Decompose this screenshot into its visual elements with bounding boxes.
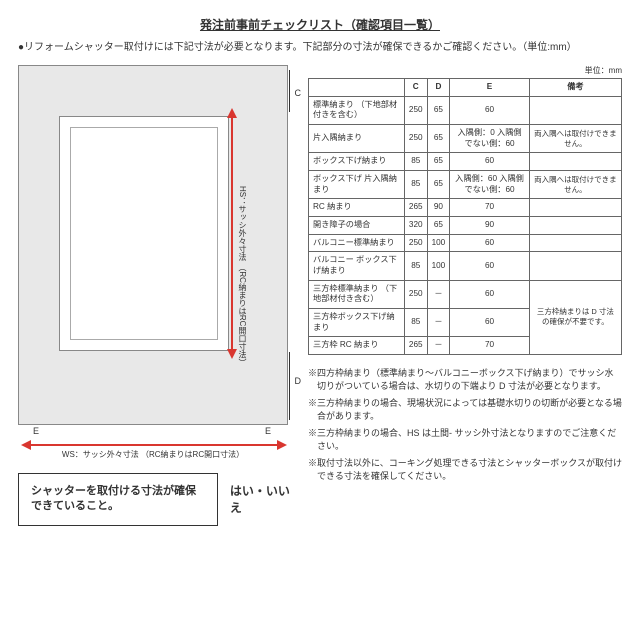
d-dim-line	[289, 352, 290, 420]
cell-d: 100	[427, 252, 450, 280]
cell-remark	[529, 199, 621, 217]
table-row: ボックス下げ納まり856560	[309, 153, 622, 171]
cell-e: 60	[450, 153, 530, 171]
cell-c: 250	[404, 234, 427, 252]
label-e-right: E	[265, 426, 271, 436]
cell-d: 65	[427, 153, 450, 171]
cell-remark: 両入隅へは取付けできません。	[529, 124, 621, 152]
th-blank	[309, 79, 405, 97]
note-line: ※取付寸法以外に、コーキング処理できる寸法とシャッターボックスが取付けできる寸法…	[308, 457, 622, 484]
cell-e: 入隅側：60 入隅側でない側：60	[450, 170, 530, 198]
vertical-dim-label: HS：サッシ外々寸法 （RC納まりはRC開口寸法）	[237, 186, 248, 366]
cell-c: 250	[404, 124, 427, 152]
note-line: ※三方枠納まりの場合、HS は土間- サッシ外寸法となりますのでご注意ください。	[308, 427, 622, 454]
row-label: 標準納まり （下地部材付きを含む）	[309, 96, 405, 124]
row-label: バルコニー標準納まり	[309, 234, 405, 252]
label-d: D	[295, 376, 302, 386]
th-e: E	[450, 79, 530, 97]
table-row: ボックス下げ 片入隅納まり8565入隅側：60 入隅側でない側：60両入隅へは取…	[309, 170, 622, 198]
cell-c: 250	[404, 96, 427, 124]
table-row: バルコニー標準納まり25010060	[309, 234, 622, 252]
row-label: 三方枠 RC 納まり	[309, 337, 405, 355]
window-outline	[59, 116, 229, 351]
cell-e: 60	[450, 308, 530, 336]
cell-e: 60	[450, 96, 530, 124]
row-label: ボックス下げ納まり	[309, 153, 405, 171]
cell-c: 250	[404, 280, 427, 308]
horizontal-dimension-arrow	[29, 444, 279, 446]
cell-c: 320	[404, 216, 427, 234]
cell-e: 70	[450, 337, 530, 355]
th-d: D	[427, 79, 450, 97]
cell-d: 100	[427, 234, 450, 252]
row-label: 開き障子の場合	[309, 216, 405, 234]
cell-remark	[529, 234, 621, 252]
yes-no-label: はい・いいえ	[230, 482, 298, 516]
vertical-dimension-arrow	[231, 116, 233, 351]
intro-text: ●リフォームシャッター取付けには下記寸法が必要となります。下記部分の寸法が確保で…	[18, 41, 622, 55]
cell-d: －	[427, 308, 450, 336]
row-label: バルコニー ボックス下げ納まり	[309, 252, 405, 280]
table-row: RC 納まり2659070	[309, 199, 622, 217]
cell-remark	[529, 153, 621, 171]
cell-e: 70	[450, 199, 530, 217]
horizontal-dim-label: WS：サッシ外々寸法 （RC納まりはRC開口寸法）	[19, 449, 287, 460]
label-c: C	[295, 88, 302, 98]
table-header-row: C D E 備考	[309, 79, 622, 97]
row-label: ボックス下げ 片入隅納まり	[309, 170, 405, 198]
cell-remark: 両入隅へは取付けできません。	[529, 170, 621, 198]
cell-e: 90	[450, 216, 530, 234]
cell-c: 85	[404, 308, 427, 336]
row-label: 片入隅納まり	[309, 124, 405, 152]
dimension-diagram: HS：サッシ外々寸法 （RC納まりはRC開口寸法） C D E E WS：サッシ…	[18, 65, 288, 425]
cell-d: 65	[427, 216, 450, 234]
cell-d: －	[427, 337, 450, 355]
window-inner	[70, 127, 218, 340]
label-e-left: E	[33, 426, 39, 436]
c-dim-line	[289, 70, 290, 112]
row-label: 三方枠ボックス下げ納まり	[309, 308, 405, 336]
check-statement: シャッターを取付ける寸法が確保できていること。	[18, 473, 218, 526]
cell-d: 65	[427, 170, 450, 198]
cell-d: －	[427, 280, 450, 308]
cell-c: 265	[404, 199, 427, 217]
table-row: 標準納まり （下地部材付きを含む）2506560	[309, 96, 622, 124]
cell-d: 65	[427, 96, 450, 124]
cell-remark	[529, 252, 621, 280]
cell-e: 60	[450, 252, 530, 280]
main-layout: HS：サッシ外々寸法 （RC納まりはRC開口寸法） C D E E WS：サッシ…	[18, 65, 622, 526]
row-label: RC 納まり	[309, 199, 405, 217]
bottom-check-row: シャッターを取付ける寸法が確保できていること。 はい・いいえ	[18, 473, 298, 526]
cell-e: 60	[450, 280, 530, 308]
cell-c: 265	[404, 337, 427, 355]
table-column: 単位：mm C D E 備考 標準納まり （下地部材付きを含む）2506560片…	[308, 65, 622, 526]
cell-d: 65	[427, 124, 450, 152]
th-c: C	[404, 79, 427, 97]
notes-block: ※四方枠納まり（標準納まり～バルコニーボックス下げ納まり）でサッシ水切りがついて…	[308, 367, 622, 484]
note-line: ※三方枠納まりの場合、現場状況によっては基礎水切りの切断が必要となる場合がありま…	[308, 397, 622, 424]
cell-c: 85	[404, 153, 427, 171]
cell-remark: 三方枠納まりは D 寸法の確保が不要です。	[529, 280, 621, 354]
cell-d: 90	[427, 199, 450, 217]
table-row: 開き障子の場合3206590	[309, 216, 622, 234]
diagram-column: HS：サッシ外々寸法 （RC納まりはRC開口寸法） C D E E WS：サッシ…	[18, 65, 298, 526]
unit-label: 単位：mm	[308, 65, 622, 76]
table-row: バルコニー ボックス下げ納まり8510060	[309, 252, 622, 280]
cell-remark	[529, 216, 621, 234]
dimension-table: C D E 備考 標準納まり （下地部材付きを含む）2506560片入隅納まり2…	[308, 78, 622, 355]
row-label: 三方枠標準納まり （下地部材付き含む）	[309, 280, 405, 308]
note-line: ※四方枠納まり（標準納まり～バルコニーボックス下げ納まり）でサッシ水切りがついて…	[308, 367, 622, 394]
page-title: 発注前事前チェックリスト（確認項目一覧）	[18, 16, 622, 33]
cell-remark	[529, 96, 621, 124]
cell-e: 60	[450, 234, 530, 252]
th-remark: 備考	[529, 79, 621, 97]
cell-e: 入隅側：0 入隅側でない側：60	[450, 124, 530, 152]
table-row: 片入隅納まり25065入隅側：0 入隅側でない側：60両入隅へは取付けできません…	[309, 124, 622, 152]
cell-c: 85	[404, 170, 427, 198]
cell-c: 85	[404, 252, 427, 280]
table-row: 三方枠標準納まり （下地部材付き含む）250－60三方枠納まりは D 寸法の確保…	[309, 280, 622, 308]
